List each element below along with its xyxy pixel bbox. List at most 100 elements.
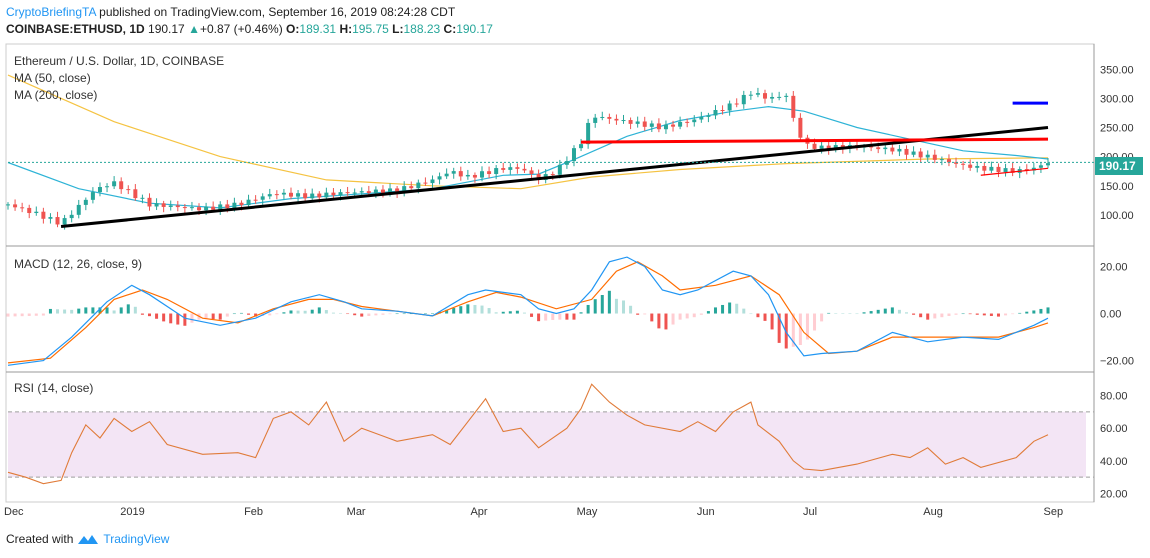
low-value: 188.23 bbox=[403, 22, 441, 36]
macd-histogram-bar bbox=[501, 311, 505, 314]
candle-body bbox=[550, 174, 555, 176]
candle-body bbox=[388, 188, 393, 194]
price-ytick-2: 250.00 bbox=[1100, 123, 1134, 135]
candle-body bbox=[642, 121, 647, 127]
candle-body bbox=[890, 147, 895, 152]
candle-body bbox=[777, 96, 782, 98]
macd-histogram-bar bbox=[282, 312, 286, 314]
macd-histogram-bar bbox=[551, 313, 555, 320]
macd-histogram-bar bbox=[487, 308, 491, 314]
macd-histogram-bar bbox=[331, 312, 335, 314]
macd-histogram-bar bbox=[763, 313, 767, 321]
macd-histogram-bar bbox=[678, 313, 682, 320]
candle-body bbox=[897, 148, 902, 152]
xtick-jul: Jul bbox=[803, 506, 817, 518]
macd-histogram-bar bbox=[515, 310, 519, 314]
up-arrow-icon: ▲ bbox=[188, 22, 200, 36]
candle-body bbox=[727, 103, 732, 111]
tradingview-logo-icon bbox=[78, 535, 99, 544]
macd-histogram-bar bbox=[622, 300, 626, 314]
macd-histogram-bar bbox=[544, 313, 548, 321]
candle-body bbox=[939, 159, 944, 161]
candle-body bbox=[734, 103, 739, 105]
candle-body bbox=[1003, 168, 1008, 173]
candle-body bbox=[140, 197, 145, 199]
macd-histogram-bar bbox=[204, 313, 208, 319]
macd-histogram-bar bbox=[1018, 312, 1022, 314]
candle-body bbox=[437, 176, 442, 180]
candle-body bbox=[1046, 163, 1050, 166]
candle-body bbox=[161, 203, 166, 207]
rsi-ytick-1: 60.00 bbox=[1100, 423, 1128, 435]
macd-histogram-bar bbox=[466, 304, 470, 314]
macd-histogram-bar bbox=[798, 313, 802, 345]
candle-body bbox=[564, 161, 569, 165]
macd-histogram-bar bbox=[919, 313, 923, 318]
last-price-tag-label: 190.17 bbox=[1099, 159, 1136, 173]
candle-body bbox=[748, 94, 753, 96]
macd-histogram-bar bbox=[558, 313, 562, 320]
candle-body bbox=[444, 173, 449, 177]
macd-histogram-bar bbox=[749, 313, 753, 315]
macd-ytick-0: 20.00 bbox=[1100, 262, 1128, 274]
macd-histogram-bar bbox=[402, 313, 406, 315]
candle-body bbox=[791, 95, 796, 118]
macd-histogram-bar bbox=[27, 313, 31, 316]
time-axis: Dec 2019 Feb Mar Apr May Jun Jul Aug Sep bbox=[4, 506, 1063, 518]
candle-body bbox=[218, 204, 223, 210]
macd-histogram-bar bbox=[1011, 313, 1015, 315]
candle-body bbox=[55, 217, 60, 225]
ma200-line bbox=[7, 74, 1049, 190]
candle-body bbox=[826, 145, 831, 150]
macd-histogram-bar bbox=[254, 313, 258, 317]
macd-histogram-bar bbox=[169, 313, 173, 324]
candle-body bbox=[366, 191, 371, 194]
candle-body bbox=[90, 192, 95, 200]
macd-histogram-bar bbox=[735, 303, 739, 314]
macd-histogram-bar bbox=[968, 313, 972, 315]
candle-body bbox=[465, 174, 470, 177]
macd-histogram-bar bbox=[20, 313, 24, 317]
macd-histogram-bar bbox=[820, 313, 824, 322]
candle-body bbox=[317, 193, 322, 198]
author-link[interactable]: CryptoBriefingTA bbox=[6, 5, 96, 19]
macd-histogram-bar bbox=[423, 313, 427, 315]
macd-histogram-bar bbox=[607, 290, 611, 314]
macd-histogram-bar bbox=[452, 308, 456, 314]
candle-body bbox=[480, 171, 485, 178]
candle-body bbox=[288, 192, 293, 197]
footer-brand[interactable]: TradingView bbox=[103, 532, 170, 546]
candle-body bbox=[380, 189, 385, 194]
candle-body bbox=[472, 174, 477, 178]
macd-histogram-bar bbox=[579, 312, 583, 314]
macd-histogram-bar bbox=[897, 309, 901, 314]
macd-histogram-bar bbox=[593, 299, 597, 314]
candle-body bbox=[147, 197, 152, 207]
candle-body bbox=[586, 122, 591, 145]
price-ytick-4: 150.00 bbox=[1100, 181, 1134, 193]
candle-body bbox=[76, 204, 81, 215]
candle-body bbox=[982, 165, 987, 171]
rsi-line bbox=[7, 383, 1049, 485]
open-label: O: bbox=[286, 22, 300, 36]
candle-body bbox=[536, 173, 541, 180]
xtick-jun: Jun bbox=[697, 506, 715, 518]
ma200-legend: MA (200, close) bbox=[14, 88, 97, 102]
candle-body bbox=[303, 193, 308, 199]
candle-body bbox=[13, 204, 18, 208]
macd-histogram-bar bbox=[289, 310, 293, 314]
macd-histogram-bar bbox=[374, 313, 378, 316]
macd-histogram-bar bbox=[6, 313, 10, 317]
macd-histogram-bar bbox=[721, 304, 725, 314]
trendline-2 bbox=[980, 167, 1049, 176]
candle-body bbox=[883, 147, 888, 150]
macd-histogram-bar bbox=[572, 313, 576, 320]
macd-histogram-bar bbox=[777, 313, 781, 343]
macd-histogram-bar bbox=[218, 313, 222, 320]
candle-body bbox=[685, 121, 690, 123]
candle-body bbox=[133, 189, 138, 199]
candle-body bbox=[911, 151, 916, 155]
candle-body bbox=[607, 116, 612, 119]
candle-body bbox=[515, 167, 520, 169]
